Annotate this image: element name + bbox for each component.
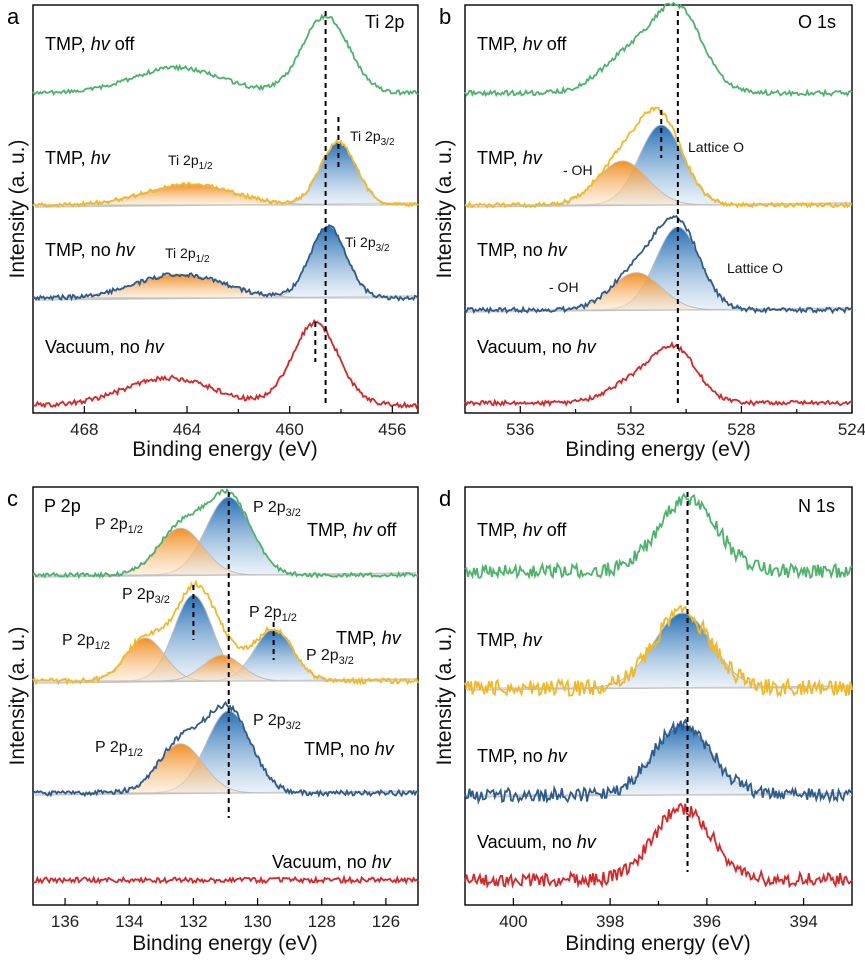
panel-a-curves xyxy=(32,11,419,410)
panel-b-tick-label-1: 532 xyxy=(617,420,645,439)
panel-b: b O 1s 536 532 528 524 Intensity (a. u.) Bi… xyxy=(433,1,865,461)
panel-b-ticks: 536 532 528 524 xyxy=(506,406,865,439)
panel-a-ylabel: Intensity (a. u.) xyxy=(6,140,29,279)
panel-a-tick-label-2: 460 xyxy=(275,420,303,439)
panel-c-series-2-line xyxy=(32,700,419,798)
panel-c-tick-label-1: 134 xyxy=(115,912,143,931)
panel-c-series-1-line xyxy=(32,579,419,686)
panel-d-tick-label-2: 396 xyxy=(693,912,721,931)
panel-d-xlabel: Binding energy (eV) xyxy=(565,932,751,955)
panel-d-series-1-label: TMP, hv xyxy=(477,630,543,650)
panel-a-letter: a xyxy=(7,4,20,29)
panel-c-tick-label-4: 128 xyxy=(308,912,336,931)
panel-a-tick-label-1: 464 xyxy=(173,420,201,439)
panel-c-curves xyxy=(32,487,419,886)
panel-b-frame xyxy=(464,4,853,414)
panel-a-series-1-label: TMP, hv xyxy=(45,148,111,168)
panel-a-xlabel: Binding energy (eV) xyxy=(132,438,318,461)
panel-c-annot-p2p12-hv-b: P 2p1/2 xyxy=(249,604,297,624)
panel-c-annot-p2p12-off: P 2p1/2 xyxy=(95,516,143,536)
panel-b-series-2-line xyxy=(464,214,853,315)
panel-a-series-0-line xyxy=(32,13,419,97)
panel-b-series-3-label: Vacuum, no hv xyxy=(477,337,597,357)
panel-b-annot-oh-nohv: - OH xyxy=(549,279,579,295)
panel-c-series-1-fit-3 xyxy=(33,654,418,682)
panel-d-series-0-label: TMP, hv off xyxy=(477,520,567,540)
panel-c-tick-label-5: 126 xyxy=(372,912,400,931)
panel-a-ticks: 468 464 460 456 xyxy=(70,406,407,439)
panel-d-tick-label-1: 398 xyxy=(596,912,624,931)
panel-c-xlabel: Binding energy (eV) xyxy=(132,932,318,955)
panel-a-annot-ti2p12-hv: Ti 2p1/2 xyxy=(168,152,213,172)
panel-b-ylabel: Intensity (a. u.) xyxy=(433,140,456,279)
panel-c-annot-p2p12-nohv: P 2p1/2 xyxy=(95,739,143,759)
panel-d-ticks: 400 398 396 394 xyxy=(499,898,818,931)
panel-d-tick-label-3: 394 xyxy=(789,912,817,931)
panel-a-series-2-line xyxy=(32,224,419,302)
panel-b-tick-label-2: 528 xyxy=(727,420,755,439)
panel-d-series-2-label: TMP, no hv xyxy=(477,746,568,766)
panel-a-annot-ti2p32-hv: Ti 2p3/2 xyxy=(350,128,395,148)
panel-d: d N 1s 400 398 396 394 Intensity (a. u.) Bi… xyxy=(433,486,853,955)
panel-b-letter: b xyxy=(439,4,451,29)
panel-c-ylabel: Intensity (a. u.) xyxy=(6,627,29,766)
panel-a-corner-label: Ti 2p xyxy=(365,12,404,32)
panel-d-series-0-line xyxy=(464,492,853,580)
panel-d-curves xyxy=(464,492,853,890)
panel-d-series-2-line xyxy=(464,718,853,805)
panel-c-annot-p2p32-hv-a: P 2p3/2 xyxy=(122,586,170,606)
panel-a-frame xyxy=(32,4,419,414)
panel-a-tick-label-3: 456 xyxy=(378,420,406,439)
panel-b-xlabel: Binding energy (eV) xyxy=(565,438,751,461)
panel-b-annot-oh-hv: - OH xyxy=(563,162,593,178)
panel-c-tick-label-2: 132 xyxy=(179,912,207,931)
panel-d-corner-label: N 1s xyxy=(798,496,835,516)
panel-c-series-0-line xyxy=(32,487,419,580)
panel-a-series-3-label: Vacuum, no hv xyxy=(45,337,165,357)
panel-b-tick-label-3: 524 xyxy=(838,420,865,439)
panel-c-series-1-label: TMP, hv xyxy=(336,628,402,648)
panel-a-annot-ti2p12-nohv: Ti 2p1/2 xyxy=(165,245,210,265)
panel-b-series-0-line xyxy=(464,1,853,98)
panel-c-annot-p2p32-off: P 2p3/2 xyxy=(253,499,301,519)
panel-a-series-0-label: TMP, hv off xyxy=(45,34,135,54)
panel-c-series-2-label: TMP, no hv xyxy=(304,739,395,759)
panel-c-series-0-label: TMP, hv off xyxy=(307,520,397,540)
panel-c-annot-p2p32-hv-b: P 2p3/2 xyxy=(306,647,354,667)
panel-b-series-3-line xyxy=(464,340,853,408)
panel-c-annot-p2p32-nohv: P 2p3/2 xyxy=(253,712,301,732)
panel-b-curves xyxy=(464,1,853,408)
panel-a-annot-ti2p32-nohv: Ti 2p3/2 xyxy=(345,234,390,254)
panel-a-series-3-line xyxy=(32,318,419,410)
panel-c-series-3-line xyxy=(32,874,419,886)
panel-b-corner-label: O 1s xyxy=(798,12,836,32)
panel-d-series-1-fit-0 xyxy=(465,612,852,689)
panel-a-series-1-line xyxy=(32,138,419,209)
panel-d-series-3-label: Vacuum, no hv xyxy=(477,832,597,852)
panel-d-tick-label-0: 400 xyxy=(499,912,527,931)
panel-d-series-3-line xyxy=(464,802,853,890)
panel-a-tick-label-0: 468 xyxy=(70,420,98,439)
panel-c-ticks: 136 134 132 130 128 126 xyxy=(51,898,400,931)
panel-d-series-1-line xyxy=(464,604,853,698)
panel-c-tick-label-0: 136 xyxy=(51,912,79,931)
panel-c-corner-label: P 2p xyxy=(44,496,81,516)
panel-c-annot-p2p12-hv-a: P 2p1/2 xyxy=(62,632,110,652)
panel-c-letter: c xyxy=(7,486,18,511)
panel-a: a Ti 2p 468 464 460 456 Intensity (a. u.) B… xyxy=(6,4,419,461)
panel-b-series-1-label: TMP, hv xyxy=(477,148,543,168)
panel-b-series-2-label: TMP, no hv xyxy=(477,240,568,260)
panel-c-tick-label-3: 130 xyxy=(243,912,271,931)
panel-d-letter: d xyxy=(439,486,451,511)
panel-b-series-1-line xyxy=(464,106,853,209)
panel-b-annot-lattice-hv: Lattice O xyxy=(688,139,744,155)
panel-c: c P 2p 136 134 132 130 128 126 Intensity (a. … xyxy=(6,486,419,955)
panel-b-tick-label-0: 536 xyxy=(506,420,534,439)
panel-d-ylabel: Intensity (a. u.) xyxy=(433,627,456,766)
panel-c-series-3-label: Vacuum, no hv xyxy=(272,852,392,872)
panel-a-series-2-label: TMP, no hv xyxy=(45,240,136,260)
panel-b-annot-lattice-nohv: Lattice O xyxy=(727,260,783,276)
panel-b-series-0-label: TMP, hv off xyxy=(477,34,567,54)
